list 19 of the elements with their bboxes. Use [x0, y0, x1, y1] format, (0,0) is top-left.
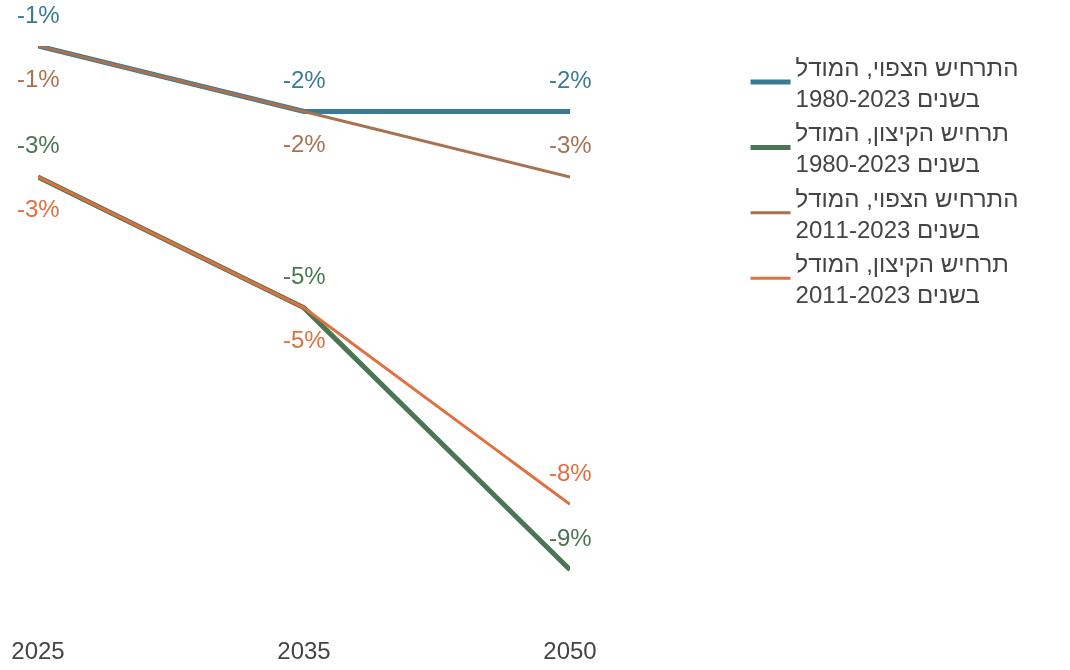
- legend-label: תרחיש הקיצון, המודל בשנים 1980-2023: [795, 119, 1009, 178]
- data-label: -8%: [549, 459, 592, 486]
- data-label: -1%: [17, 1, 60, 28]
- legend-label: התרחיש הצפוי, המודל בשנים 2011-2023: [795, 184, 1019, 243]
- x-tick-label: 2035: [277, 637, 331, 664]
- data-label: -9%: [549, 524, 592, 551]
- data-label: -3%: [17, 195, 60, 222]
- data-label: -3%: [549, 131, 592, 158]
- data-label: -2%: [549, 66, 592, 93]
- data-label: -5%: [283, 262, 326, 289]
- x-tick-label: 2050: [543, 637, 597, 664]
- legend-label: התרחיש הצפוי, המודל בשנים 1980-2023: [795, 53, 1019, 112]
- data-label: -2%: [283, 66, 326, 93]
- data-label: -2%: [283, 130, 326, 157]
- data-label: -1%: [17, 65, 60, 92]
- legend-label: תרחיש הקיצון, המודל בשנים 2011-2023: [795, 249, 1009, 309]
- data-label: -5%: [283, 326, 326, 353]
- x-tick-label: 2025: [11, 637, 65, 664]
- data-label: -3%: [17, 131, 60, 158]
